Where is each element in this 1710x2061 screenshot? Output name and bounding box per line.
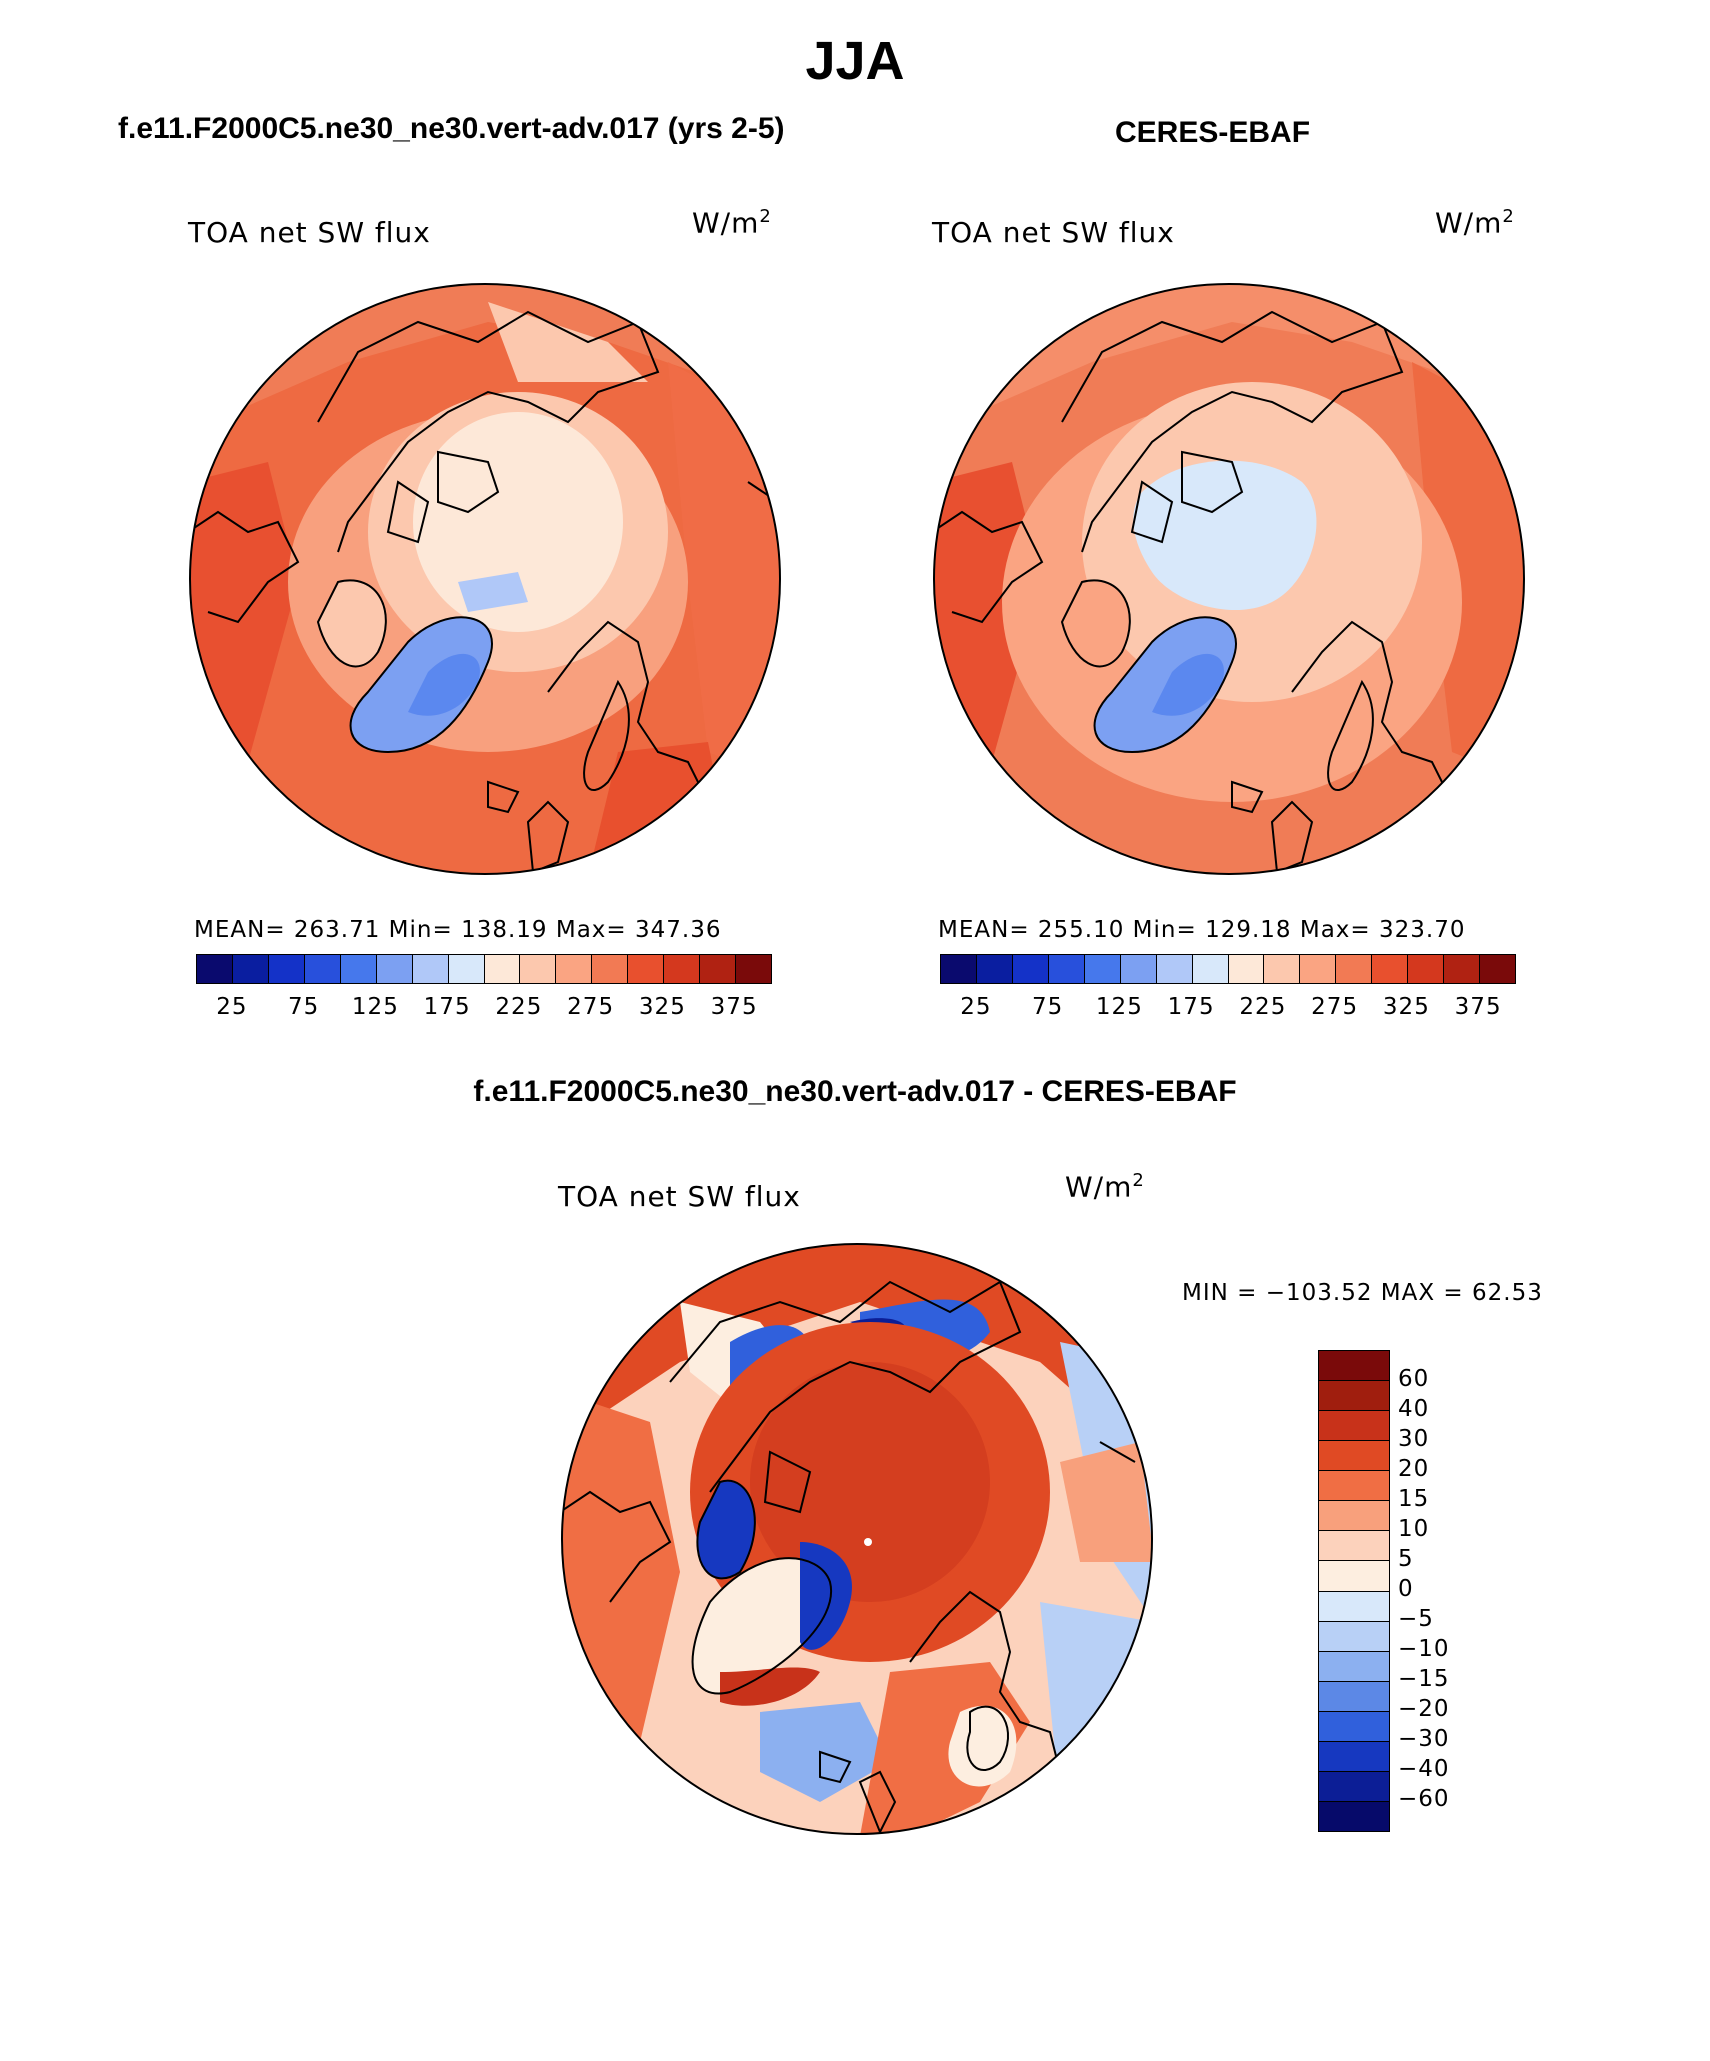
colorbar-tick-label: 175 (423, 994, 471, 1020)
right-panel-case-title: CERES-EBAF (1115, 116, 1311, 149)
colorbar-swatch (340, 955, 377, 983)
colorbar-swatch (1408, 955, 1445, 983)
colorbar-swatch (1264, 955, 1301, 983)
left-panel-case-title: f.e11.F2000C5.ne30_ne30.vert-adv.017 (yr… (118, 112, 785, 145)
right-stats: MEAN= 255.10 Min= 129.18 Max= 323.70 (938, 917, 1466, 943)
diff-variable-label: TOA net SW flux (558, 1180, 801, 1213)
difference-polar-map (561, 1243, 1153, 1835)
colorbar-tick-label: 325 (1382, 994, 1430, 1020)
colorbar-swatch (1319, 1441, 1389, 1472)
colorbar-swatch (232, 955, 269, 983)
colorbar-swatch (1012, 955, 1049, 983)
right-units-label: W/m2 (1435, 206, 1515, 240)
colorbar-swatch (1319, 1531, 1389, 1562)
diff-units-label: W/m2 (1065, 1170, 1145, 1204)
colorbar-tick-label: −15 (1398, 1666, 1450, 1692)
colorbar-swatch (1319, 1561, 1389, 1592)
left-variable-label: TOA net SW flux (188, 216, 431, 249)
colorbar-swatch (1319, 1801, 1389, 1831)
colorbar-swatch (1319, 1741, 1389, 1772)
colorbar-tick-label: −30 (1398, 1726, 1450, 1752)
colorbar-swatch (1319, 1351, 1389, 1382)
right-polar-map (933, 283, 1525, 875)
colorbar-tick-label: 375 (710, 994, 758, 1020)
colorbar-tick-label: 375 (1454, 994, 1502, 1020)
colorbar-tick-label: −5 (1398, 1606, 1434, 1632)
right-colorbar (940, 954, 1516, 984)
colorbar-tick-label: 30 (1398, 1426, 1430, 1452)
colorbar-tick-label: 40 (1398, 1396, 1430, 1422)
colorbar-swatch (1319, 1711, 1389, 1742)
colorbar-swatch (1300, 955, 1337, 983)
colorbar-swatch (700, 955, 737, 983)
colorbar-tick-label: 275 (1311, 994, 1359, 1020)
colorbar-tick-label: 125 (1095, 994, 1143, 1020)
colorbar-swatch (1319, 1621, 1389, 1652)
colorbar-swatch (1319, 1381, 1389, 1412)
left-units-label: W/m2 (692, 206, 772, 240)
colorbar-swatch (1120, 955, 1157, 983)
colorbar-swatch (1336, 955, 1373, 983)
colorbar-swatch (1084, 955, 1121, 983)
colorbar-swatch (1156, 955, 1193, 983)
colorbar-tick-label: 225 (1239, 994, 1287, 1020)
colorbar-swatch (1228, 955, 1265, 983)
colorbar-swatch (197, 955, 233, 983)
colorbar-tick-label: 5 (1398, 1546, 1414, 1572)
left-colorbar (196, 954, 772, 984)
colorbar-swatch (520, 955, 557, 983)
colorbar-tick-label: 0 (1398, 1576, 1414, 1602)
colorbar-tick-label: 275 (567, 994, 615, 1020)
colorbar-swatch (976, 955, 1013, 983)
colorbar-tick-label: −60 (1398, 1786, 1450, 1812)
colorbar-tick-label: −20 (1398, 1696, 1450, 1722)
colorbar-tick-label: 325 (638, 994, 686, 1020)
colorbar-swatch (484, 955, 521, 983)
figure-title: JJA (805, 31, 905, 91)
colorbar-swatch (941, 955, 977, 983)
colorbar-swatch (1048, 955, 1085, 983)
colorbar-tick-label: 25 (216, 994, 248, 1020)
colorbar-tick-label: 75 (287, 994, 320, 1020)
colorbar-tick-label: 10 (1398, 1516, 1430, 1542)
colorbar-swatch (556, 955, 593, 983)
colorbar-tick-label: −10 (1398, 1636, 1450, 1662)
colorbar-tick-label: 175 (1167, 994, 1215, 1020)
colorbar-tick-label: −40 (1398, 1756, 1450, 1782)
right-variable-label: TOA net SW flux (932, 216, 1175, 249)
colorbar-swatch (1480, 955, 1515, 983)
colorbar-swatch (1319, 1471, 1389, 1502)
colorbar-tick-label: 225 (495, 994, 543, 1020)
colorbar-swatch (1319, 1681, 1389, 1712)
colorbar-swatch (1372, 955, 1409, 983)
colorbar-tick-label: 60 (1398, 1366, 1430, 1392)
colorbar-swatch (376, 955, 413, 983)
colorbar-tick-label: 125 (351, 994, 399, 1020)
difference-title: f.e11.F2000C5.ne30_ne30.vert-adv.017 - C… (473, 1075, 1237, 1108)
colorbar-swatch (592, 955, 629, 983)
colorbar-tick-label: 20 (1398, 1456, 1430, 1482)
left-stats: MEAN= 263.71 Min= 138.19 Max= 347.36 (194, 917, 722, 943)
colorbar-swatch (1319, 1411, 1389, 1442)
colorbar-tick-label: 75 (1031, 994, 1064, 1020)
colorbar-swatch (1319, 1651, 1389, 1682)
colorbar-tick-label: 15 (1398, 1486, 1430, 1512)
colorbar-swatch (1319, 1591, 1389, 1622)
colorbar-swatch (1444, 955, 1481, 983)
colorbar-swatch (1319, 1501, 1389, 1532)
difference-stats: MIN = −103.52 MAX = 62.53 (1182, 1280, 1543, 1306)
colorbar-swatch (268, 955, 305, 983)
left-polar-map (189, 283, 781, 875)
colorbar-swatch (412, 955, 449, 983)
colorbar-swatch (1192, 955, 1229, 983)
colorbar-swatch (736, 955, 771, 983)
colorbar-swatch (448, 955, 485, 983)
colorbar-swatch (628, 955, 665, 983)
colorbar-swatch (1319, 1771, 1389, 1802)
colorbar-tick-label: 25 (960, 994, 992, 1020)
difference-colorbar (1318, 1350, 1390, 1832)
colorbar-swatch (304, 955, 341, 983)
colorbar-swatch (664, 955, 701, 983)
